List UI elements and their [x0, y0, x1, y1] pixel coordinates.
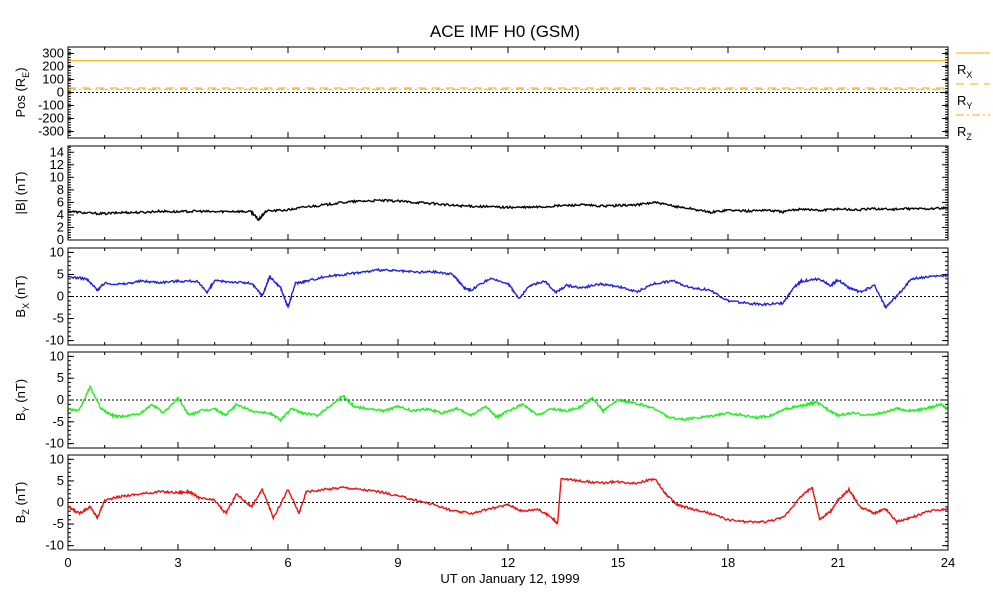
legend-label-z-sub: Z: [966, 132, 972, 142]
y-axis-label-bmag: |B| (nT): [13, 172, 28, 215]
y-axis-label-bz-tail: (nT): [13, 482, 28, 509]
y-tick-label: 300: [42, 46, 64, 61]
y-axis-label-bx-sub: X: [21, 303, 31, 309]
y-tick-label: 14: [50, 144, 64, 159]
y-tick-label: -10: [45, 436, 64, 451]
legend-label-z-main: R: [957, 124, 966, 139]
legend-label-x-main: R: [957, 62, 966, 77]
x-tick-label: 24: [941, 555, 955, 570]
y-tick-label: 10: [50, 244, 64, 259]
y-axis-label-by-main: B: [13, 412, 28, 421]
y-axis-label-pos-main: Pos (R: [13, 78, 28, 118]
y-axis-label-bz-main: B: [13, 515, 28, 524]
y-axis-label-by: BY (nT): [13, 379, 31, 421]
x-axis-label: UT on January 12, 1999: [440, 571, 579, 586]
y-axis-label-by-sub: Y: [21, 406, 31, 412]
y-tick-label: 2: [57, 219, 64, 234]
y-tick-label: 10: [50, 451, 64, 466]
panel-bx: 10 5 0 -5 -10 BX (nT): [13, 244, 949, 348]
legend-label-y-main: R: [957, 93, 966, 108]
y-axis-label-pos-tail: ): [13, 67, 28, 71]
y-axis-label-bx-tail: (nT): [13, 275, 28, 302]
y-axis-label-bmag-main: |B| (nT): [13, 172, 28, 215]
legend-label-z: RZ: [957, 124, 972, 142]
y-axis-label-bx-main: B: [13, 309, 28, 318]
y-tick-label: 5: [57, 370, 64, 385]
y-tick-label: 5: [57, 473, 64, 488]
y-tick-label: 10: [50, 169, 64, 184]
x-tick-label: 6: [284, 555, 291, 570]
y-tick-label: -5: [52, 516, 64, 531]
y-tick-label: -5: [52, 414, 64, 429]
y-axis-label-pos: Pos (RE): [13, 67, 31, 117]
x-tick-label: 21: [831, 555, 845, 570]
panel-frame: [67, 46, 949, 139]
y-tick-label: -10: [45, 538, 64, 553]
legend-label-y: RY: [957, 93, 972, 111]
y-tick-label: 8: [57, 182, 64, 197]
panel-frame: [67, 247, 949, 346]
y-tick-label: -10: [45, 333, 64, 348]
panel-frame: [67, 145, 949, 241]
panel-frame: [67, 351, 949, 449]
x-tick-label: 12: [501, 555, 515, 570]
y-tick-label: 0: [57, 495, 64, 510]
y-tick-label: 6: [57, 194, 64, 209]
x-tick-label: 0: [64, 555, 71, 570]
x-tick-label: 18: [721, 555, 735, 570]
series-bz-z: [68, 477, 948, 525]
y-tick-label: 4: [57, 207, 64, 222]
x-tick-label: 3: [174, 555, 181, 570]
legend-label-y-sub: Y: [966, 101, 972, 111]
series-bmag: [68, 198, 948, 222]
chart-title: ACE IMF H0 (GSM): [430, 22, 580, 41]
y-tick-label: 5: [57, 266, 64, 281]
y-tick-label: 0: [57, 85, 64, 100]
y-tick-label: -300: [38, 124, 64, 139]
legend-label-x: RX: [957, 62, 972, 80]
y-axis-label-by-tail: (nT): [13, 379, 28, 406]
panel-bz: 10 5 0 -5 -10 BZ (nT): [13, 451, 949, 553]
x-tick-labels: 0 3 6 9 12 15 18 21 24: [64, 555, 955, 570]
series-by-y: [68, 384, 948, 423]
y-axis-label-bz-sub: Z: [21, 509, 31, 515]
y-tick-label: 0: [57, 289, 64, 304]
series-bx-x: [68, 267, 948, 310]
y-tick-label: 0: [57, 232, 64, 247]
y-tick-label: 0: [57, 392, 64, 407]
panel-by: 10 5 0 -5 -10 BY (nT): [13, 348, 949, 451]
y-tick-label: 12: [50, 157, 64, 172]
y-tick-label: 10: [50, 348, 64, 363]
panel-frame: [67, 454, 949, 551]
y-tick-label: -100: [38, 98, 64, 113]
y-tick-label: -5: [52, 311, 64, 326]
y-tick-label: 200: [42, 59, 64, 74]
y-axis-label-pos-sub: E: [21, 72, 31, 78]
y-tick-label: 100: [42, 72, 64, 87]
x-tick-label: 15: [611, 555, 625, 570]
y-axis-label-bx: BX (nT): [13, 275, 31, 317]
y-tick-label: -200: [38, 111, 64, 126]
legend-label-x-sub: X: [966, 70, 972, 80]
x-tick-label: 9: [394, 555, 401, 570]
y-axis-label-bz: BZ (nT): [13, 482, 31, 524]
